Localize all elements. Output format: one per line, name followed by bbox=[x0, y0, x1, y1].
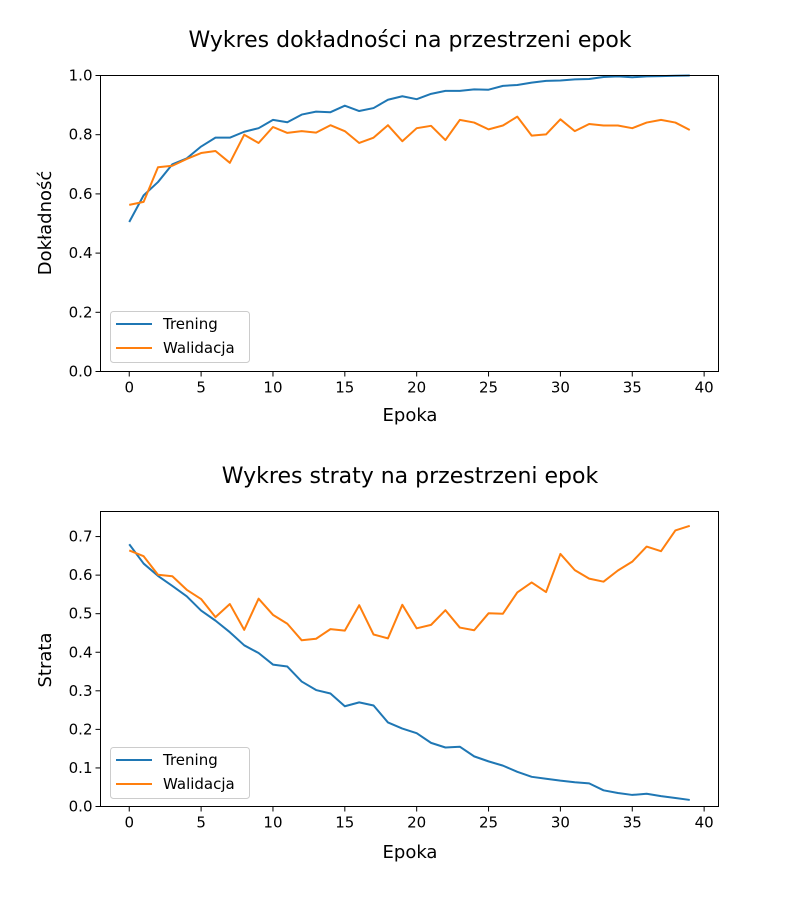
accuracy-series-trening-line bbox=[128, 74, 690, 223]
accuracy-chart: Wykres dokładności na przestrzeni epok E… bbox=[35, 28, 719, 426]
loss-x-tick-label: 15 bbox=[335, 814, 354, 832]
accuracy-y-tick-label: 1.0 bbox=[69, 67, 93, 85]
loss-x-tick-label: 35 bbox=[623, 814, 642, 832]
loss-y-tick-label: 0.6 bbox=[69, 566, 93, 584]
accuracy-legend-walidacja-label: Walidacja bbox=[163, 339, 235, 357]
loss-plot-frame bbox=[100, 511, 719, 807]
accuracy-x-tick-label: 15 bbox=[335, 379, 354, 397]
accuracy-x-tick-label: 0 bbox=[124, 379, 134, 397]
loss-x-tick-label: 40 bbox=[695, 814, 714, 832]
loss-y-tick-label: 0.4 bbox=[69, 643, 93, 661]
accuracy-x-tick-label: 10 bbox=[263, 379, 282, 397]
loss-series-walidacja-line bbox=[128, 524, 691, 642]
accuracy-x-tick-label: 30 bbox=[551, 379, 570, 397]
loss-chart: Wykres straty na przestrzeni epok Epoka … bbox=[35, 464, 719, 863]
loss-y-tick-label: 0.2 bbox=[69, 720, 93, 738]
accuracy-y-tick-label: 0.6 bbox=[69, 185, 93, 203]
loss-y-tick-label: 0.7 bbox=[69, 528, 93, 546]
loss-x-tick-label: 30 bbox=[551, 814, 570, 832]
accuracy-axis-ticks: 0 5 10 15 20 25 30 35 40 0.0 0.2 0.4 0.6 0.8 1.0 bbox=[69, 67, 714, 397]
accuracy-legend-trening-label: Trening bbox=[162, 315, 218, 333]
accuracy-y-tick-label: 0.0 bbox=[69, 363, 93, 381]
loss-y-tick-label: 0.1 bbox=[69, 759, 93, 777]
loss-y-tick-label: 0.5 bbox=[69, 605, 93, 623]
accuracy-x-axis-label: Epoka bbox=[383, 405, 438, 426]
loss-axis-ticks: 0 5 10 15 20 25 30 35 40 0.0 0.1 0.2 0.3 0.4 0.5 0.6 0.7 bbox=[69, 528, 714, 832]
loss-legend: Trening Walidacja bbox=[110, 747, 250, 799]
loss-x-tick-label: 25 bbox=[479, 814, 498, 832]
accuracy-chart-title: Wykres dokładności na przestrzeni epok bbox=[188, 28, 631, 53]
loss-x-tick-label: 20 bbox=[407, 814, 426, 832]
loss-legend-trening-label: Trening bbox=[162, 751, 218, 769]
accuracy-y-tick-label: 0.4 bbox=[69, 244, 93, 262]
accuracy-x-tick-label: 40 bbox=[695, 379, 714, 397]
accuracy-series-lines bbox=[128, 74, 691, 223]
accuracy-x-tick-label: 35 bbox=[623, 379, 642, 397]
loss-chart-title: Wykres straty na przestrzeni epok bbox=[222, 464, 599, 489]
loss-series-trening-line bbox=[128, 543, 690, 801]
accuracy-plot-frame bbox=[100, 75, 719, 372]
loss-series-lines bbox=[128, 524, 691, 801]
accuracy-y-axis-label: Dokładność bbox=[35, 171, 56, 276]
accuracy-legend: Trening Walidacja bbox=[110, 311, 250, 363]
loss-y-tick-label: 0.3 bbox=[69, 682, 93, 700]
loss-y-axis-label: Strata bbox=[35, 632, 56, 687]
loss-legend-walidacja-label: Walidacja bbox=[163, 775, 235, 793]
accuracy-x-tick-label: 25 bbox=[479, 379, 498, 397]
loss-y-tick-label: 0.0 bbox=[69, 798, 93, 816]
accuracy-x-tick-label: 20 bbox=[407, 379, 426, 397]
accuracy-series-walidacja-line bbox=[129, 115, 691, 206]
loss-x-tick-label: 10 bbox=[263, 814, 282, 832]
loss-x-tick-label: 0 bbox=[124, 814, 134, 832]
accuracy-y-tick-label: 0.2 bbox=[69, 303, 93, 321]
loss-x-tick-label: 5 bbox=[196, 814, 206, 832]
loss-x-axis-label: Epoka bbox=[383, 842, 438, 863]
accuracy-y-tick-label: 0.8 bbox=[69, 126, 93, 144]
accuracy-x-tick-label: 5 bbox=[196, 379, 206, 397]
